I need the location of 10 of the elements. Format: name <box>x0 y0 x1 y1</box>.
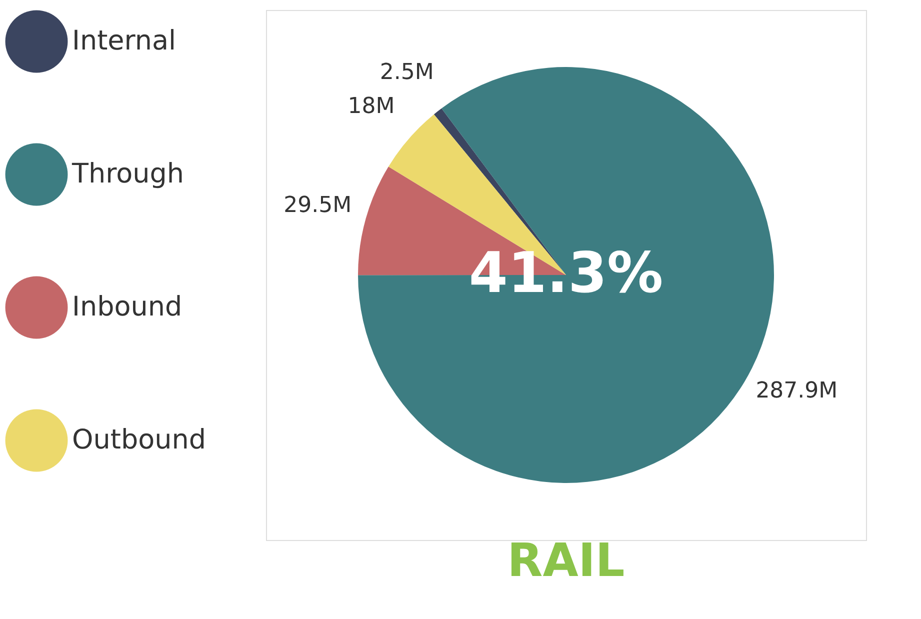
data-label: 18M <box>348 94 395 119</box>
text: 41.3% <box>468 241 664 306</box>
data-label: 2.5M <box>380 60 434 85</box>
data-label: 287.9M <box>756 378 838 404</box>
legend-label: Through <box>71 158 184 190</box>
data-label: 29.5M <box>284 193 352 218</box>
legend-label: Inbound <box>72 292 182 322</box>
legend-label: Outbound <box>72 424 206 456</box>
legend-label: Internal <box>72 26 176 56</box>
text: RAIL <box>507 533 625 587</box>
